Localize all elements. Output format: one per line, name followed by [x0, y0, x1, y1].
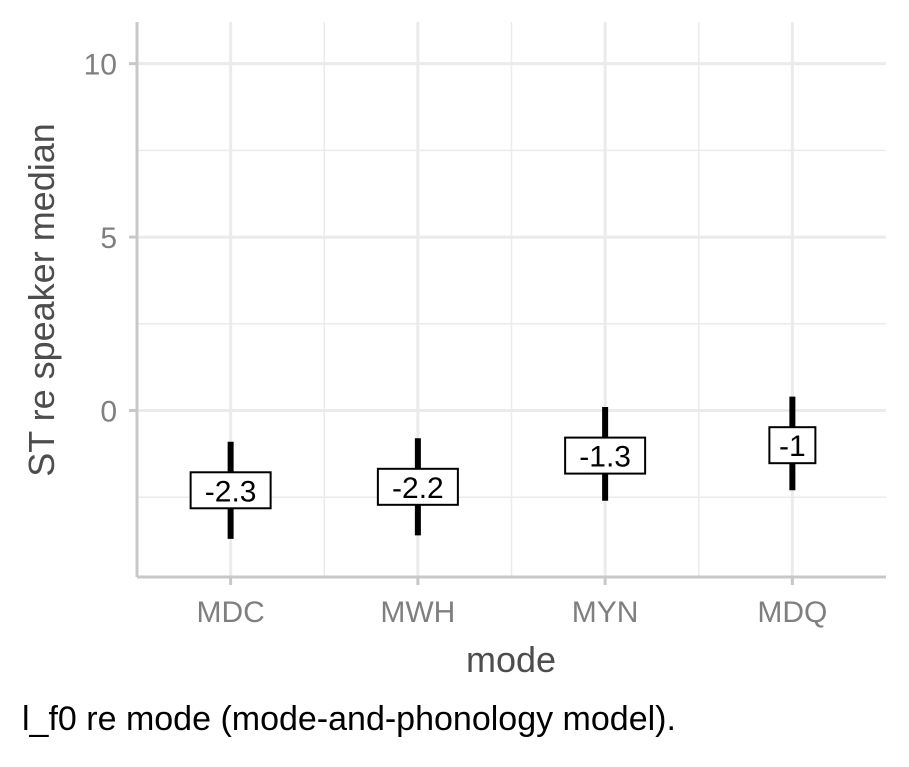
- estimate-label: -2.2: [392, 472, 444, 505]
- estimate-label-box: [768, 426, 817, 465]
- estimate-label-box: [564, 436, 647, 475]
- estimate-label-box: [376, 467, 459, 506]
- y-tick-label: 10: [84, 49, 117, 82]
- chart: 0 5 10 MDC MWH MYN MDQ -2.3 -2.2 -1.3 -1 mode ST …: [21, 22, 886, 680]
- x-tick-label: MYN: [572, 596, 639, 629]
- tick-labels: 0 5 10 MDC MWH MYN MDQ: [84, 49, 828, 629]
- y-axis-title: ST re speaker median: [21, 123, 62, 477]
- x-tick-label: MWH: [380, 596, 455, 629]
- y-tick-label: 0: [100, 396, 117, 429]
- x-tick-label: MDQ: [757, 596, 827, 629]
- axes: [129, 22, 886, 585]
- x-tick-label: MDC: [196, 596, 264, 629]
- estimate-label: -1: [779, 430, 806, 463]
- estimate-label: -1.3: [579, 441, 631, 474]
- estimate-label: -2.3: [205, 475, 257, 508]
- figure-caption: l_f0 re mode (mode-and-phonology model).: [22, 700, 676, 738]
- x-axis-title: mode: [466, 639, 556, 680]
- y-tick-label: 5: [100, 222, 117, 255]
- estimate-label-box: [189, 471, 272, 510]
- data-marks: -2.3 -2.2 -1.3 -1: [189, 396, 817, 539]
